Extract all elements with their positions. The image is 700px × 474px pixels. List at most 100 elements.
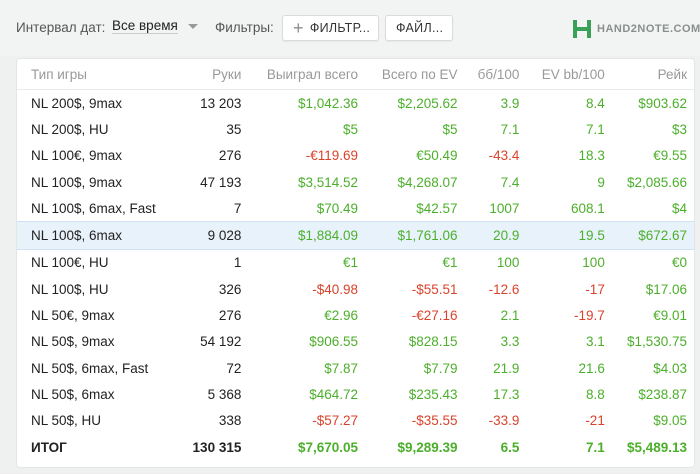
table-row[interactable]: NL 200$, 9max 13 203 $1,042.36 $2,205.62 3.9… (17, 89, 694, 117)
cell-hands: 1 (233, 255, 242, 271)
cell-hands: 5 368 (207, 386, 242, 402)
table-row[interactable]: NL 50$, 9max 54 192 $906.55 $828.15 3.3 3.1 $1… (17, 329, 694, 355)
cell-won-total: $3,514.52 (298, 174, 359, 190)
cell-bb100: 20.9 (464, 221, 527, 250)
col-header-ev-total[interactable]: Всего по EV (381, 66, 458, 82)
cell-game-type: NL 200$, 9max (17, 89, 179, 117)
cell-ev-bb100: 21.6 (578, 360, 605, 376)
plus-icon: + (293, 18, 304, 38)
table-row[interactable]: NL 100€, 9max 276 -€119.69 €50.49 -43.4 18.3 €… (17, 143, 694, 169)
table-row[interactable]: NL 100€, HU 1 €1 €1 100 100 €0 (17, 249, 694, 276)
cell-won-total: $1,042.36 (248, 89, 366, 117)
cell-bb100: 17.3 (493, 386, 520, 402)
total-cell-won-total: $7,670.05 (298, 439, 359, 455)
cell-ev-total: $7.79 (423, 360, 458, 376)
cell-rake: $1,530.75 (626, 334, 687, 350)
chevron-down-icon (187, 23, 198, 29)
cell-ev-bb100: 9 (597, 174, 605, 190)
table-row[interactable]: NL 100$, 6max 9 028 $1,884.09 $1,761.06 20.9… (17, 221, 694, 250)
col-header-bb100[interactable]: бб/100 (477, 66, 520, 82)
cell-ev-bb100: 7.1 (586, 121, 605, 137)
cell-game-type: NL 100$, 6max (17, 221, 179, 250)
col-header-won-total[interactable]: Выиграл всего (266, 66, 359, 82)
col-header-ev-bb100[interactable]: EV bb/100 (541, 66, 605, 82)
cell-won-total: €2.96 (324, 308, 359, 324)
cell-ev-bb100: 8.4 (526, 89, 612, 117)
cell-bb100: 21.9 (493, 360, 520, 376)
cell-ev-bb100: 100 (582, 255, 605, 271)
total-cell-ev-total: $9,289.39 (397, 439, 458, 455)
cell-ev-total: -€27.16 (411, 308, 458, 324)
total-cell-hands: 130 315 (192, 439, 242, 455)
cell-ev-total: €50.49 (416, 148, 458, 164)
toolbar: Интервал дат: Все время Фильтры: + ФИЛЬТ… (0, 0, 700, 56)
cell-ev-total: $4,268.07 (397, 174, 458, 190)
cell-game-type: NL 50$, HU (31, 413, 102, 429)
cell-ev-bb100: -21 (585, 413, 605, 429)
cell-won-total: -€119.69 (305, 148, 359, 164)
cell-rake: €9.55 (653, 148, 687, 164)
cell-hands: 338 (218, 413, 242, 429)
cell-bb100: 2.1 (500, 308, 520, 324)
cell-rake: $9.05 (653, 413, 687, 429)
cell-hands: 13 203 (178, 89, 249, 117)
stats-table: Тип игры Руки Выиграл всего Всего по EV … (17, 59, 694, 460)
cell-won-total: -$40.98 (312, 281, 359, 297)
stats-table-panel: Тип игры Руки Выиграл всего Всего по EV … (16, 58, 695, 468)
files-button[interactable]: ФАЙЛ... (385, 15, 453, 41)
cell-won-total: $7.87 (324, 360, 359, 376)
cell-ev-total: $42.57 (416, 200, 458, 216)
cell-hands: 47 193 (200, 174, 242, 190)
cell-ev-total: $235.43 (408, 386, 458, 402)
table-row[interactable]: NL 50$, 6max, Fast 72 $7.87 $7.79 21.9 21.6 $4… (17, 355, 694, 381)
col-header-game-type[interactable]: Тип игры (31, 66, 87, 82)
cell-rake: €0 (671, 255, 687, 271)
date-interval-dropdown[interactable]: Все время (112, 18, 198, 38)
cell-rake: $3 (671, 121, 687, 137)
table-row[interactable]: NL 50$, 6max 5 368 $464.72 $235.43 17.3 8.8 $2… (17, 381, 694, 407)
cell-won-total: -$57.27 (312, 413, 359, 429)
cell-ev-total: $828.15 (408, 334, 458, 350)
cell-ev-total: €1 (442, 255, 458, 271)
cell-ev-total: $5 (442, 121, 458, 137)
filter-button-label: ФИЛЬТР... (309, 21, 371, 35)
cell-hands: 9 028 (178, 221, 249, 250)
cell-hands: 72 (226, 360, 242, 376)
cell-ev-bb100: -17 (585, 281, 605, 297)
table-row[interactable]: NL 200$, HU 35 $5 $5 7.1 7.1 $3 (17, 116, 694, 142)
h-logo-icon (573, 20, 591, 38)
cell-hands: 326 (218, 281, 242, 297)
cell-game-type: NL 100$, 9max (31, 174, 123, 190)
filter-button[interactable]: + ФИЛЬТР... (282, 15, 379, 41)
cell-hands: 54 192 (200, 334, 242, 350)
cell-game-type: NL 50$, 6max, Fast (31, 360, 149, 376)
date-interval-label: Интервал дат: (16, 20, 106, 35)
total-cell-game-type: ИТОГ (31, 439, 67, 455)
cell-bb100: 100 (496, 255, 520, 271)
table-row[interactable]: NL 100$, 6max, Fast 7 $70.49 $42.57 1007 608.… (17, 195, 694, 222)
cell-ev-bb100: 18.3 (578, 148, 605, 164)
date-interval-value: Все время (112, 18, 178, 34)
cell-rake: $672.67 (611, 221, 694, 250)
table-row[interactable]: NL 100$, 9max 47 193 $3,514.52 $4,268.07 7.4… (17, 169, 694, 195)
cell-game-type: NL 50€, 9max (31, 308, 115, 324)
cell-won-total: $906.55 (309, 334, 359, 350)
cell-ev-total: -$35.55 (411, 413, 458, 429)
table-row[interactable]: NL 50$, HU 338 -$57.27 -$35.55 -33.9 -21 $9.05 (17, 408, 694, 434)
cell-ev-bb100: 608.1 (571, 200, 605, 216)
cell-ev-total: -$55.51 (411, 281, 458, 297)
cell-bb100: 3.9 (464, 89, 527, 117)
table-total-row: ИТОГ 130 315 $7,670.05 $9,289.39 6.5 7.1 $5,48… (17, 434, 694, 460)
cell-hands: 276 (218, 308, 242, 324)
col-header-rake[interactable]: Рейк (657, 66, 687, 82)
table-row[interactable]: NL 50€, 9max 276 €2.96 -€27.16 2.1 -19.7 €9.01 (17, 302, 694, 328)
cell-hands: 276 (218, 148, 242, 164)
cell-game-type: NL 100$, 6max, Fast (31, 200, 156, 216)
table-row[interactable]: NL 100$, HU 326 -$40.98 -$55.51 -12.6 -17 $17.… (17, 276, 694, 302)
hand2note-logo: HAND2NOTE.COM (571, 18, 700, 40)
col-header-hands[interactable]: Руки (212, 66, 242, 82)
cell-won-total: $1,884.09 (248, 221, 366, 250)
cell-rake: $238.87 (638, 386, 687, 402)
cell-bb100: -33.9 (488, 413, 520, 429)
cell-bb100: 7.4 (500, 174, 520, 190)
